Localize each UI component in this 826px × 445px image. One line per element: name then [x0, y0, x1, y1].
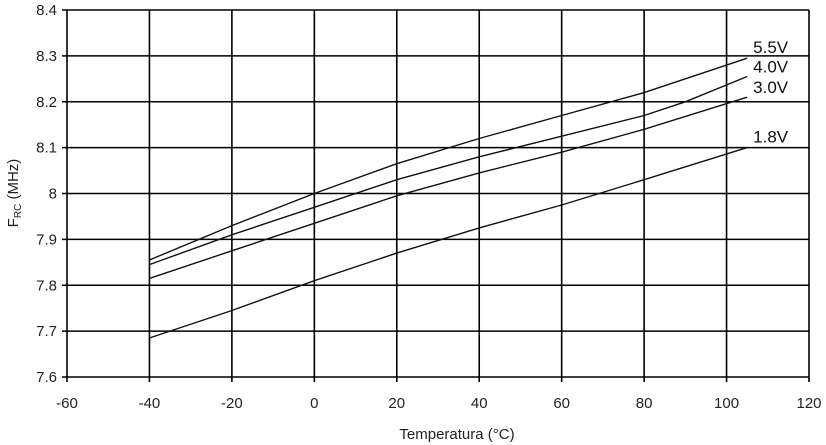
- x-tick-label: 20: [388, 395, 405, 412]
- x-tick-label: 60: [553, 395, 570, 412]
- x-tick-label: 100: [714, 395, 739, 412]
- y-axis-title-main: F: [5, 218, 22, 227]
- y-axis-title: FRC (MHz): [5, 159, 24, 228]
- series-line-3-0v: [149, 96, 748, 280]
- x-tick-label: -20: [221, 395, 243, 412]
- y-tick-label: 8.1: [36, 140, 57, 157]
- series-line-4-0v: [149, 75, 748, 266]
- y-tick-label: 8.2: [36, 94, 57, 111]
- series-lines: [149, 57, 748, 339]
- series-label: 1.8V: [753, 128, 789, 147]
- grid: [62, 9, 810, 382]
- y-tick-label: 8: [49, 186, 57, 203]
- series-label: 5.5V: [753, 38, 789, 57]
- x-tick-label: 80: [636, 395, 653, 412]
- x-tick-label: -60: [56, 395, 78, 412]
- y-axis-ticks: 7.6 7.7 7.8 7.9 8 8.1 8.2 8.3 8.4: [36, 2, 57, 386]
- x-tick-label: 120: [796, 395, 821, 412]
- x-axis-title: Temperatura (°C): [399, 426, 514, 443]
- y-tick-label: 8.3: [36, 48, 57, 65]
- y-axis-title-unit: (MHz): [5, 159, 22, 204]
- y-tick-label: 7.7: [36, 323, 57, 340]
- series-label: 3.0V: [753, 78, 789, 97]
- y-axis-title-subscript: RC: [13, 204, 24, 218]
- x-axis-ticks: -60 -40 -20 0 20 40 60 80 100 120: [56, 395, 821, 412]
- x-tick-label: -40: [139, 395, 161, 412]
- y-tick-label: 7.6: [36, 369, 57, 386]
- x-tick-label: 0: [310, 395, 318, 412]
- y-tick-label: 8.4: [36, 2, 57, 19]
- series-labels: 5.5V4.0V3.0V 1.8V: [753, 38, 789, 146]
- series-label: 4.0V: [753, 58, 789, 77]
- series-line-1-8v: [149, 146, 748, 339]
- x-tick-label: 40: [471, 395, 488, 412]
- y-tick-label: 7.8: [36, 277, 57, 294]
- series-line-5-5v: [149, 57, 748, 261]
- y-tick-label: 7.9: [36, 231, 57, 248]
